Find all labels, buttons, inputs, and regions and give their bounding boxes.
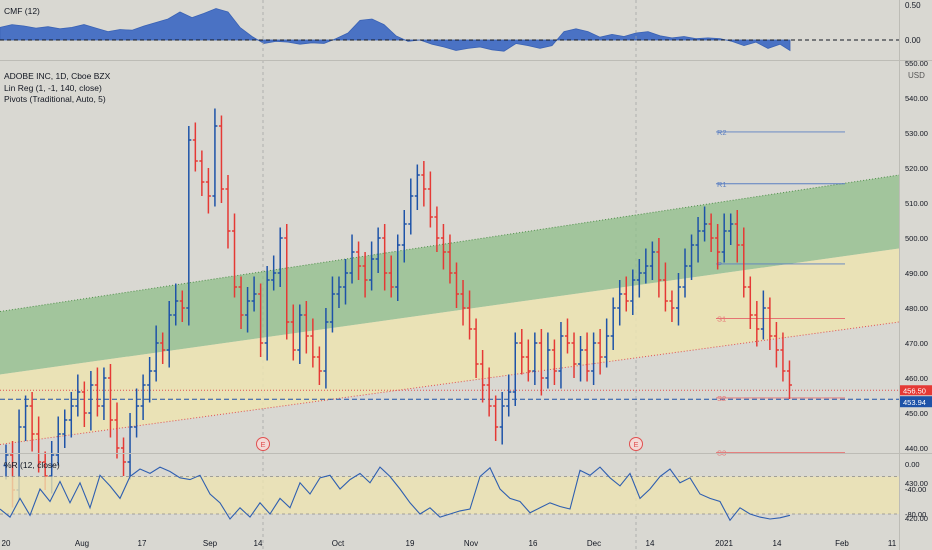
x-axis-label-1: Aug	[75, 539, 89, 548]
x-axis-label-13: Feb	[835, 539, 849, 548]
price-y-tick-13: 420.00	[905, 514, 928, 523]
price-y-tick-3: 520.00	[905, 164, 928, 173]
x-axis-label-5: Oct	[332, 539, 345, 548]
price-y-tick-2: 530.00	[905, 129, 928, 138]
price-y-tick-4: 510.00	[905, 199, 928, 208]
wr-title: %R (12, close)	[4, 460, 60, 470]
price-tag-blue-bg	[900, 396, 932, 408]
x-axis-label-11: 2021	[715, 539, 733, 548]
x-axis-label-3: Sep	[203, 539, 218, 548]
wr-y-tick-1: -40.00	[905, 485, 926, 494]
panel-separator-bottom[interactable]	[0, 453, 932, 454]
pivot-label-s1: S1	[717, 315, 726, 324]
price-y-tick-7: 480.00	[905, 304, 928, 313]
price-scale-separator	[899, 0, 900, 550]
wr-band-fill	[0, 476, 899, 514]
event-marker-label-0: E	[260, 440, 265, 449]
linreg-lower-line	[0, 321, 900, 445]
price-tag-red-bg	[900, 385, 932, 396]
linreg-lower-band	[0, 248, 899, 445]
wr-line	[0, 466, 791, 522]
wr-y-tick-2: -80.00	[905, 510, 926, 519]
x-axis-label-14: 11	[888, 539, 897, 548]
pivot-label-p: P	[717, 260, 722, 269]
price-y-tick-6: 490.00	[905, 269, 928, 278]
x-axis-label-2: 17	[138, 539, 147, 548]
x-axis-label-0: 20	[2, 539, 11, 548]
price-y-tick-1: 540.00	[905, 94, 928, 103]
x-axis-label-8: 16	[529, 539, 538, 548]
pivot-label-r2: R2	[717, 128, 727, 137]
price-y-tick-0: 550.00	[905, 59, 928, 68]
price-y-tick-8: 470.00	[905, 339, 928, 348]
cmf-y-tick-0: 0.50	[905, 1, 921, 10]
price-y-tick-9: 460.00	[905, 374, 928, 383]
cmf-area	[0, 8, 791, 52]
x-axis-label-9: Dec	[587, 539, 601, 548]
price-y-tick-11: 440.00	[905, 444, 928, 453]
x-axis-label-6: 19	[406, 539, 415, 548]
legend-symbol: ADOBE INC, 1D, Cboe BZX	[4, 71, 111, 81]
event-marker-circle-1	[629, 437, 643, 451]
price-y-tick-5: 500.00	[905, 234, 928, 243]
wr-y-tick-0: 0.00	[905, 460, 920, 469]
cmf-y-tick-1: 0.00	[905, 36, 921, 45]
currency-label: USD	[908, 71, 925, 80]
legend-pivots: Pivots (Traditional, Auto, 5)	[4, 94, 106, 104]
x-axis-label-7: Nov	[464, 539, 478, 548]
event-marker-label-1: E	[633, 440, 638, 449]
x-axis-label-10: 14	[646, 539, 655, 548]
x-axis-label-12: 14	[773, 539, 782, 548]
pivot-label-s2: S2	[717, 394, 726, 403]
event-marker-circle-0	[256, 437, 270, 451]
price-y-tick-10: 450.00	[905, 409, 928, 418]
x-axis-label-4: 14	[254, 539, 263, 548]
legend-linreg: Lin Reg (1, -1, 140, close)	[4, 83, 102, 93]
price-y-tick-12: 430.00	[905, 479, 928, 488]
price-tag-blue: 453.94	[903, 398, 926, 407]
price-tag-red: 456.50	[903, 386, 926, 395]
pivot-label-r1: R1	[717, 180, 727, 189]
panel-separator-top[interactable]	[0, 60, 932, 61]
cmf-title: CMF (12)	[4, 6, 40, 16]
